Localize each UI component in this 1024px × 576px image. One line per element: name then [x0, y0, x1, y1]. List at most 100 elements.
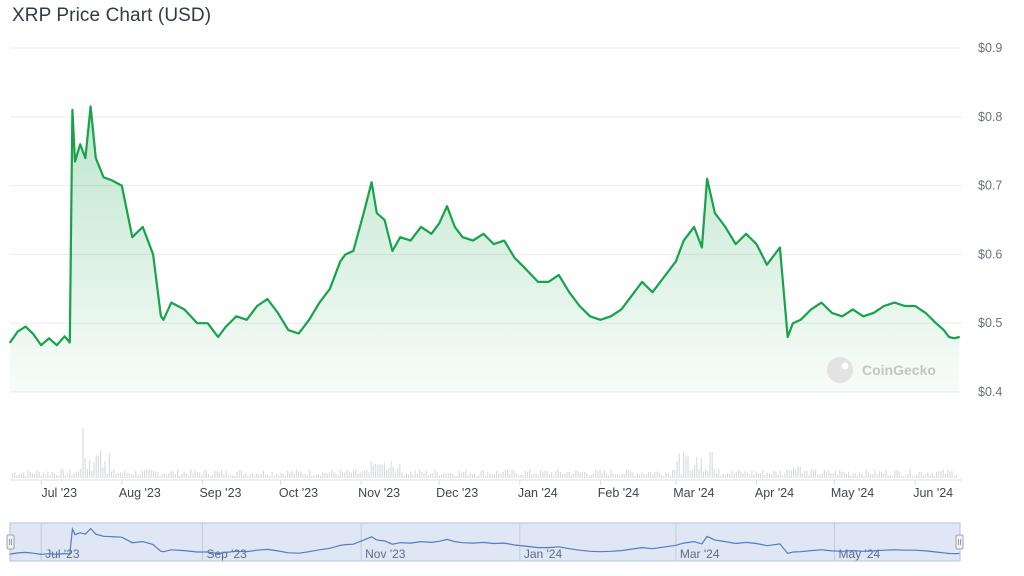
- price-point: [568, 291, 570, 294]
- volume-bar: [843, 471, 845, 478]
- volume-bar: [227, 474, 229, 478]
- volume-bar: [152, 470, 154, 478]
- volume-bar: [529, 469, 531, 478]
- volume-bar: [168, 473, 170, 478]
- price-point: [578, 305, 581, 307]
- volume-bar: [577, 470, 579, 478]
- volume-bar: [826, 471, 828, 478]
- price-point: [852, 308, 854, 311]
- volume-bar: [104, 460, 106, 478]
- volume-bar: [533, 473, 535, 478]
- volume-bar: [287, 470, 289, 478]
- volume-bar: [265, 475, 267, 478]
- volume-bar: [927, 472, 929, 478]
- volume-bar: [366, 469, 368, 478]
- volume-bar: [885, 470, 887, 478]
- price-point: [235, 315, 238, 318]
- volume-bar: [339, 469, 341, 478]
- volume-bar: [348, 471, 350, 478]
- price-point: [162, 319, 165, 321]
- volume-bar: [771, 474, 773, 478]
- volume-bar: [724, 475, 726, 478]
- volume-bar: [108, 452, 110, 478]
- volume-bar: [766, 472, 768, 478]
- volume-bar: [667, 472, 669, 478]
- volume-bar: [115, 473, 117, 478]
- volume-bar: [636, 472, 638, 478]
- volume-bar: [559, 471, 561, 478]
- volume-bar: [458, 470, 460, 478]
- volume-bar: [205, 469, 207, 478]
- volume-bar: [731, 470, 733, 478]
- price-point: [610, 315, 612, 318]
- volume-bar: [86, 469, 88, 478]
- navigator-line: [9, 526, 960, 556]
- volume-bar: [18, 474, 20, 478]
- volume-bar: [397, 468, 399, 478]
- volume-bar: [535, 473, 537, 478]
- volume-bar: [672, 469, 674, 478]
- volume-bar: [612, 473, 614, 478]
- y-tick-label: $0.5: [978, 316, 1002, 330]
- volume-bar: [427, 474, 429, 478]
- price-point: [714, 212, 716, 214]
- volume-bar: [669, 476, 671, 478]
- volume-bar: [779, 470, 781, 478]
- volume-bar: [874, 469, 876, 478]
- volume-bar: [390, 461, 392, 478]
- navigator-tick-label: Jan '24: [524, 547, 563, 561]
- price-point: [599, 319, 602, 321]
- volume-bar: [221, 469, 223, 478]
- volume-bar: [810, 469, 812, 478]
- price-point: [308, 319, 310, 321]
- volume-bar: [634, 475, 636, 478]
- volume-bar: [870, 474, 872, 478]
- volume-bar: [478, 475, 480, 478]
- price-point: [344, 253, 347, 256]
- volume-bar: [658, 472, 660, 478]
- price-point: [524, 267, 526, 270]
- volume-bar: [584, 471, 586, 478]
- volume-bar: [482, 470, 484, 478]
- volume-bar: [729, 473, 731, 478]
- volume-bar: [342, 471, 344, 478]
- price-point: [287, 329, 290, 331]
- volume-bar: [782, 475, 784, 478]
- price-point: [893, 301, 896, 304]
- volume-bar: [698, 469, 700, 478]
- volume-bar: [229, 475, 231, 478]
- volume-bar: [775, 471, 777, 478]
- volume-bar: [628, 470, 630, 478]
- volume-bar: [93, 462, 95, 478]
- volume-bar: [438, 475, 440, 478]
- volume-bar: [735, 472, 737, 478]
- volume-bar: [801, 473, 803, 478]
- volume-bar: [201, 475, 203, 478]
- volume-bar: [685, 456, 687, 478]
- volume-bar: [177, 469, 179, 478]
- price-point: [370, 181, 373, 183]
- volume-bar: [645, 474, 647, 478]
- volume-bar: [326, 473, 328, 478]
- price-point: [706, 177, 708, 180]
- volume-bar: [907, 473, 909, 478]
- volume-bar: [194, 469, 196, 478]
- price-point: [472, 239, 474, 242]
- volume-bar: [111, 471, 113, 478]
- navigator-right-handle[interactable]: [955, 534, 964, 550]
- volume-bar: [364, 470, 366, 478]
- volume-bar: [920, 471, 922, 478]
- navigator-left-handle[interactable]: [6, 534, 15, 550]
- volume-bar: [751, 470, 753, 478]
- range-navigator[interactable]: Jul '23 Sep '23 Nov '23 Jan '24 Mar '24 May '…: [6, 522, 964, 562]
- volume-bar: [487, 472, 489, 478]
- x-tick-label: Feb '24: [598, 486, 639, 500]
- volume-bar: [687, 455, 689, 478]
- volume-bar: [544, 470, 546, 478]
- volume-bar: [49, 474, 51, 478]
- volume-bar: [300, 471, 302, 478]
- volume-bar: [401, 472, 403, 478]
- price-point: [589, 315, 591, 318]
- volume-bar: [936, 472, 938, 478]
- volume-bar: [372, 464, 374, 478]
